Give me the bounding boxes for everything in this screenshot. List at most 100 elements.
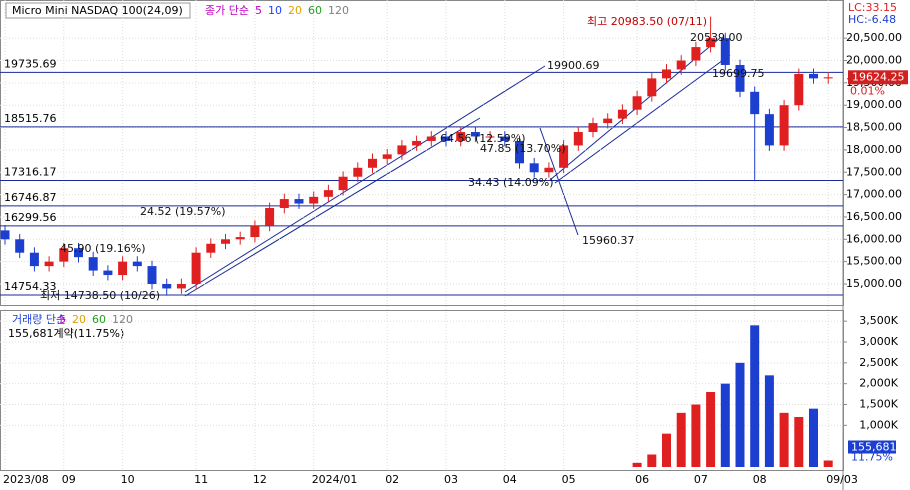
v-tick-label: 1,500K <box>859 398 898 411</box>
level-label: 19735.69 <box>4 57 57 70</box>
volume-bar <box>735 362 745 467</box>
last-change: 0.01% <box>850 84 885 97</box>
candle-body <box>809 73 818 79</box>
candle-body <box>485 136 495 138</box>
volume-bar <box>823 460 833 467</box>
candle-body <box>338 176 348 191</box>
volume-legend-label: 거래량 단순 <box>12 313 66 326</box>
candle-body <box>617 109 627 119</box>
candle-body <box>456 132 466 141</box>
candle-body <box>279 199 289 209</box>
level-label: 16299.56 <box>4 211 57 224</box>
candle-body <box>15 239 25 253</box>
candle-body <box>588 123 598 133</box>
candle-body <box>441 136 451 141</box>
level-label: 16746.87 <box>4 191 57 204</box>
candle-body <box>529 163 539 173</box>
candle-body <box>647 78 657 97</box>
x-tick-label: 12 <box>253 473 267 486</box>
y-tick-label: 17,000.00 <box>846 188 902 201</box>
candle-body <box>735 64 745 92</box>
candle-body <box>44 261 54 267</box>
y-tick-label: 15,500.00 <box>846 255 902 268</box>
candle-body <box>221 239 230 244</box>
volume-bar <box>676 412 686 467</box>
x-tick-label: 11 <box>194 473 208 486</box>
candle-body <box>29 252 39 267</box>
candle-body <box>309 196 319 204</box>
candle-body <box>823 77 833 79</box>
x-tick-label: 10 <box>121 473 135 486</box>
candle-body <box>59 248 69 262</box>
x-tick-label: 07 <box>694 473 708 486</box>
candle-body <box>559 145 569 168</box>
volume-legend: 60 <box>92 313 106 326</box>
level-label: 17316.17 <box>4 165 57 178</box>
annotation: 19699.75 <box>712 67 765 80</box>
candle-body <box>265 208 275 226</box>
x-tick-label: 09 <box>62 473 76 486</box>
v-tick-label: 1,000K <box>859 418 898 431</box>
candle-body <box>500 136 510 141</box>
annotation: 최저 14738.50 (10/26) <box>40 289 160 302</box>
candle-body <box>191 252 201 284</box>
ma-legend: 5 <box>255 4 262 17</box>
volume-bar <box>662 433 671 467</box>
candle-body <box>412 140 422 146</box>
candle-body <box>132 261 142 267</box>
volume-info: 155,681계약(11.75%) <box>8 326 124 340</box>
candle-body <box>676 60 686 70</box>
level-label: 18515.76 <box>4 112 57 125</box>
x-tick-label: 08 <box>753 473 767 486</box>
candle-body <box>706 38 716 48</box>
candle-body <box>162 283 172 289</box>
candle-body <box>147 266 157 284</box>
x-tick-label: 2023/08 <box>3 473 49 486</box>
volume-last-box <box>848 440 896 454</box>
candle-body <box>118 261 128 276</box>
volume-bar <box>647 454 657 467</box>
title-box <box>5 2 191 19</box>
y-tick-label: 18,000.00 <box>846 143 902 156</box>
v-tick-label: 2,500K <box>859 356 898 369</box>
candle-body <box>323 190 333 197</box>
level-label: 14754.33 <box>4 280 57 293</box>
candle-body <box>470 132 480 137</box>
candle-body <box>206 243 216 253</box>
candle-body <box>573 132 583 146</box>
x-tick-label: 09/03 <box>826 473 858 486</box>
candle-body <box>74 248 83 258</box>
candle-body <box>0 230 10 240</box>
volume-last: 155,681 <box>851 441 897 454</box>
v-tick-label: 2,000K <box>859 377 898 390</box>
annotation: 최고 20983.50 (07/11) <box>587 15 707 28</box>
candle-body <box>368 158 377 168</box>
candle-body <box>662 69 671 79</box>
annotation: 20539.00 <box>690 31 743 44</box>
y-tick-label: 16,500.00 <box>846 210 902 223</box>
candle-body <box>691 47 701 61</box>
volume-bar <box>632 462 642 467</box>
y-tick-label: 20,000.00 <box>846 54 902 67</box>
ma-legend: 20 <box>288 4 302 17</box>
last-price-box <box>848 70 908 85</box>
annotation: 34.43 (14.09%) <box>468 176 554 189</box>
v-tick-label: 3,000K <box>859 335 898 348</box>
candle-body <box>750 91 760 115</box>
volume-legend: 120 <box>112 313 133 326</box>
volume-bar <box>764 375 774 467</box>
x-tick-label: 04 <box>503 473 517 486</box>
hc: HC:-6.48 <box>848 13 896 26</box>
volume-bar <box>809 408 818 467</box>
annotation: 45.90 (19.16%) <box>60 242 146 255</box>
x-tick-label: 05 <box>562 473 576 486</box>
annotation: 19900.69 <box>547 59 600 72</box>
volume-bar <box>750 325 760 467</box>
candle-body <box>235 237 245 240</box>
chart-title: Micro Mini NASDAQ 100(24,09) <box>12 4 183 17</box>
candle-body <box>603 118 613 124</box>
annotation: 64.56 (12.59%) <box>440 132 526 145</box>
ma-legend: 120 <box>328 4 349 17</box>
candle-body <box>353 167 363 177</box>
volume-legend: 5 <box>59 313 66 326</box>
